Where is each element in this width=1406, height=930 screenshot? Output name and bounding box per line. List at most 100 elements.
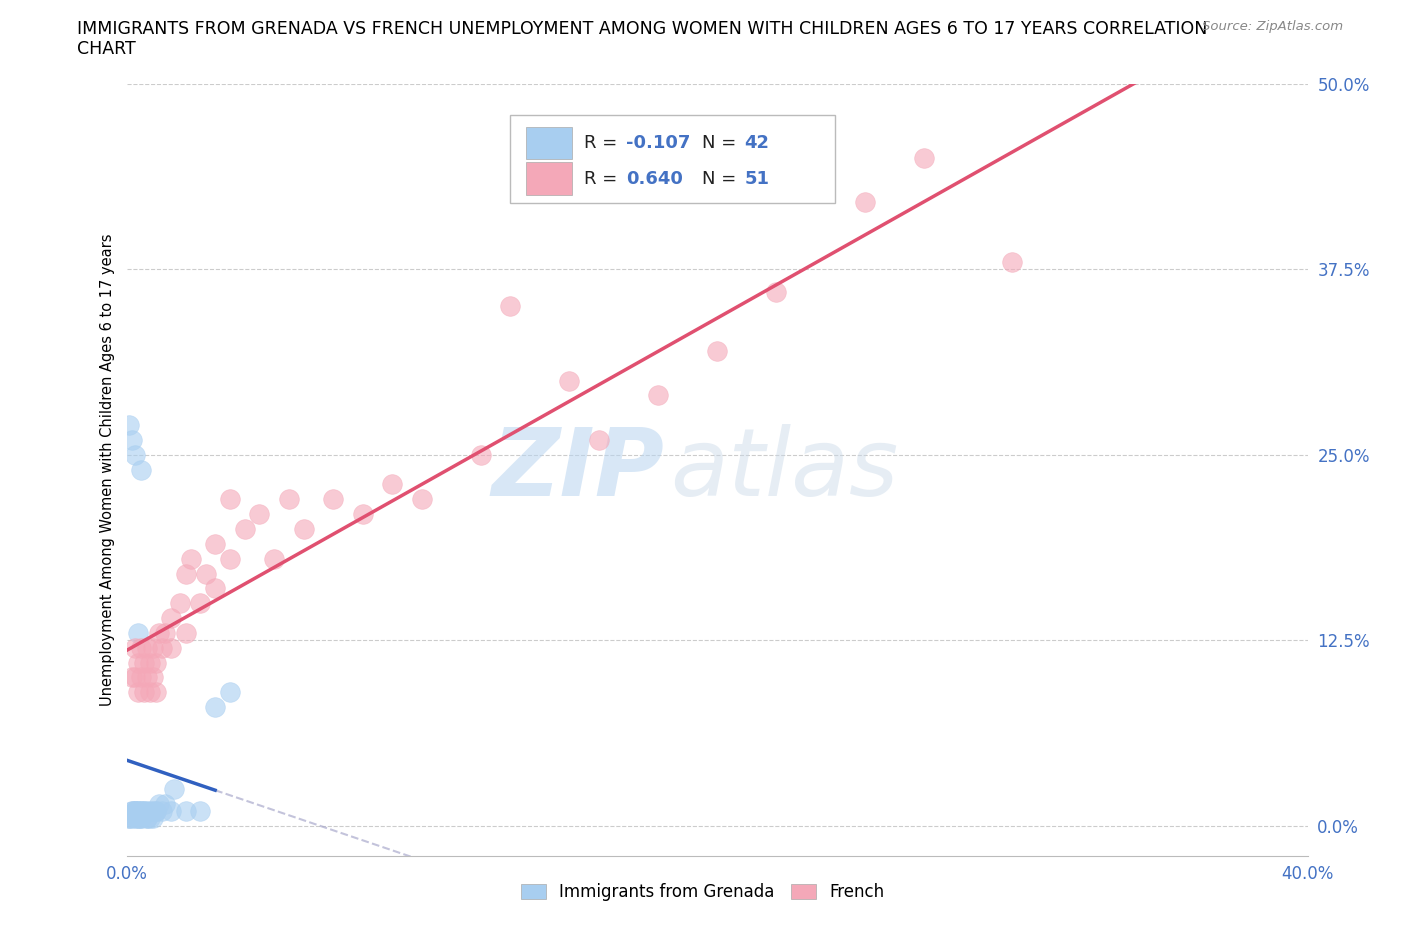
Point — [233, 522, 256, 537]
Point — [118, 811, 141, 826]
Point — [127, 626, 149, 641]
Point — [853, 195, 876, 210]
Point — [127, 811, 149, 826]
Point — [765, 284, 787, 299]
Point — [139, 684, 162, 699]
FancyBboxPatch shape — [526, 126, 572, 159]
Point — [142, 804, 165, 818]
Point — [352, 507, 374, 522]
Point — [142, 670, 165, 684]
FancyBboxPatch shape — [510, 114, 835, 204]
Point — [150, 641, 173, 656]
Point — [124, 804, 146, 818]
Text: N =: N = — [702, 169, 742, 188]
Point — [188, 804, 212, 818]
Point — [558, 373, 581, 388]
Point — [163, 781, 186, 796]
Text: R =: R = — [583, 169, 623, 188]
Point — [142, 811, 165, 826]
Point — [129, 804, 153, 818]
Point — [160, 611, 183, 626]
Point — [188, 596, 212, 611]
Point — [499, 299, 522, 313]
Point — [153, 626, 176, 641]
Point — [129, 811, 153, 826]
Point — [124, 447, 146, 462]
Point — [127, 811, 149, 826]
Point — [148, 796, 170, 811]
Point — [124, 641, 146, 656]
Point — [121, 804, 143, 818]
Point — [195, 566, 218, 581]
Point — [219, 551, 242, 566]
Point — [249, 507, 271, 522]
Point — [142, 641, 165, 656]
Point — [121, 804, 143, 818]
Point — [134, 684, 156, 699]
Point — [219, 684, 242, 699]
Text: Source: ZipAtlas.com: Source: ZipAtlas.com — [1202, 20, 1343, 33]
Point — [160, 804, 183, 818]
Point — [136, 670, 159, 684]
Point — [124, 804, 146, 818]
Point — [129, 670, 153, 684]
Point — [129, 804, 153, 818]
Point — [145, 804, 167, 818]
Point — [204, 537, 226, 551]
Point — [136, 804, 159, 818]
Point — [134, 804, 156, 818]
Point — [180, 551, 202, 566]
Point — [136, 641, 159, 656]
Point — [169, 596, 191, 611]
Point — [381, 477, 404, 492]
Point — [129, 641, 153, 656]
Point — [411, 492, 433, 507]
Point — [292, 522, 315, 537]
Point — [912, 151, 935, 166]
Point — [134, 804, 156, 818]
Text: -0.107: -0.107 — [626, 134, 690, 153]
Point — [706, 343, 728, 358]
Point — [127, 804, 149, 818]
Point — [124, 811, 146, 826]
Legend: Immigrants from Grenada, French: Immigrants from Grenada, French — [515, 876, 891, 908]
Text: 42: 42 — [744, 134, 769, 153]
Point — [118, 418, 141, 432]
Point — [160, 641, 183, 656]
Point — [124, 670, 146, 684]
Y-axis label: Unemployment Among Women with Children Ages 6 to 17 years: Unemployment Among Women with Children A… — [100, 233, 115, 706]
Point — [136, 811, 159, 826]
Point — [121, 811, 143, 826]
Text: N =: N = — [702, 134, 742, 153]
Text: CHART: CHART — [77, 40, 136, 58]
Text: ZIP: ZIP — [491, 424, 664, 515]
FancyBboxPatch shape — [526, 163, 572, 195]
Point — [145, 684, 167, 699]
Text: atlas: atlas — [669, 424, 898, 515]
Point — [588, 432, 610, 447]
Point — [139, 656, 162, 671]
Text: IMMIGRANTS FROM GRENADA VS FRENCH UNEMPLOYMENT AMONG WOMEN WITH CHILDREN AGES 6 : IMMIGRANTS FROM GRENADA VS FRENCH UNEMPL… — [77, 20, 1208, 38]
Point — [470, 447, 492, 462]
Point — [139, 811, 162, 826]
Point — [322, 492, 344, 507]
Text: 51: 51 — [744, 169, 769, 188]
Point — [134, 656, 156, 671]
Point — [127, 656, 149, 671]
Point — [148, 626, 170, 641]
Point — [204, 581, 226, 596]
Point — [129, 811, 153, 826]
Point — [174, 626, 197, 641]
Point — [204, 699, 226, 714]
Point — [127, 684, 149, 699]
Point — [219, 492, 242, 507]
Point — [139, 804, 162, 818]
Point — [647, 388, 669, 403]
Point — [174, 566, 197, 581]
Point — [150, 804, 173, 818]
Text: R =: R = — [583, 134, 623, 153]
Text: 0.640: 0.640 — [626, 169, 683, 188]
Point — [278, 492, 301, 507]
Point — [121, 432, 143, 447]
Point — [127, 804, 149, 818]
